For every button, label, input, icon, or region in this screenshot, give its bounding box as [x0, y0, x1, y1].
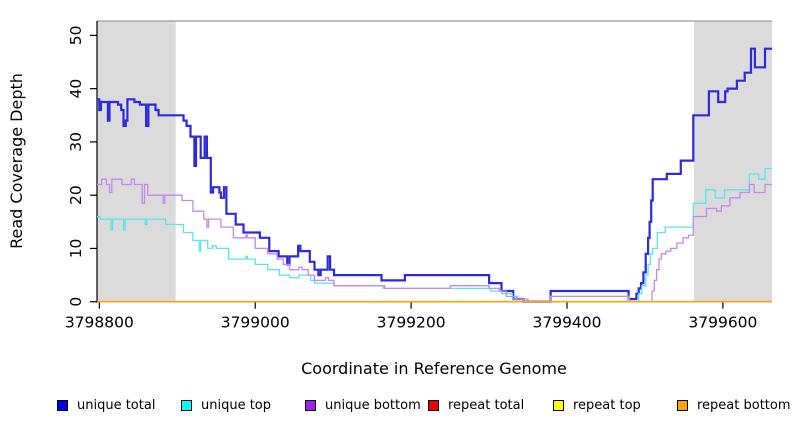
x-tick-label: 3799200 [377, 314, 446, 332]
y-tick-label: 40 [67, 79, 85, 99]
x-tick-label: 3798800 [65, 314, 134, 332]
series-line-unique-total [97, 47, 772, 303]
plot-frame [96, 20, 772, 303]
shaded-region [694, 21, 772, 303]
x-tick-label: 3799000 [221, 314, 290, 332]
x-tick-label: 3799600 [688, 314, 757, 332]
series-line-unique-bottom [97, 178, 772, 303]
shaded-region-group [97, 21, 772, 303]
series-lines [97, 47, 772, 303]
y-axis-label: Read Coverage Depth [7, 73, 26, 249]
y-tick-label: 10 [67, 239, 85, 259]
y-tick-label: 20 [67, 185, 85, 205]
x-tick-label: 3799400 [532, 314, 601, 332]
y-tick-label: 30 [67, 132, 85, 152]
axis-tick-labels: 3798800 3799000 3799200 3799400 3799600 0 10 20… [65, 26, 758, 332]
axis-ticks [90, 34, 724, 309]
shaded-region [97, 21, 176, 303]
x-axis-label: Coordinate in Reference Genome [301, 359, 567, 378]
y-tick-label: 0 [67, 297, 85, 307]
series-line-unique-top [97, 167, 772, 303]
y-tick-label: 50 [67, 26, 85, 46]
